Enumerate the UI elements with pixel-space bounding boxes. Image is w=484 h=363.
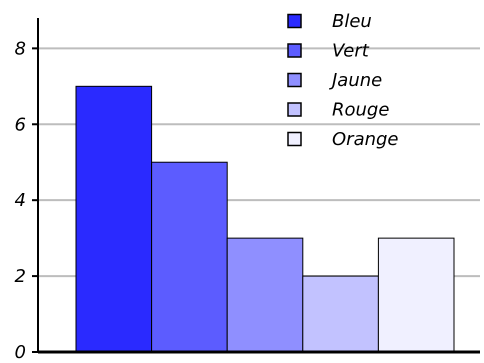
bar-orange	[377, 237, 455, 353]
legend-label: Bleu	[332, 11, 372, 32]
axes	[37, 18, 480, 354]
bar-rouge	[302, 275, 379, 353]
legend-label: Orange	[332, 129, 399, 150]
bar-vert	[151, 161, 228, 353]
y-tick-label: 4	[15, 190, 26, 211]
legend-item-rouge: Rouge	[287, 100, 389, 121]
y-axis-ticks: 0 2 4 6 8	[15, 38, 38, 363]
legend-item-jaune: Jaune	[287, 70, 382, 91]
legend: Bleu Vert Jaune Rouge Orange	[287, 11, 399, 150]
legend-item-orange: Orange	[287, 129, 399, 150]
bar-jaune	[226, 237, 304, 353]
legend-swatch	[287, 131, 302, 147]
legend-label: Rouge	[332, 100, 389, 121]
legend-swatch	[287, 72, 302, 88]
legend-item-vert: Vert	[287, 41, 370, 62]
legend-label: Vert	[332, 41, 370, 62]
legend-swatch	[287, 13, 302, 29]
bar-bleu	[75, 85, 153, 353]
y-tick-label: 8	[15, 38, 26, 59]
bars	[75, 85, 455, 353]
legend-swatch	[287, 102, 302, 117]
y-tick-label: 2	[15, 266, 26, 287]
legend-label: Jaune	[329, 70, 382, 91]
y-tick-label: 0	[15, 342, 26, 363]
legend-swatch	[287, 43, 302, 58]
y-tick-label: 6	[15, 114, 26, 135]
legend-item-bleu: Bleu	[287, 11, 372, 32]
